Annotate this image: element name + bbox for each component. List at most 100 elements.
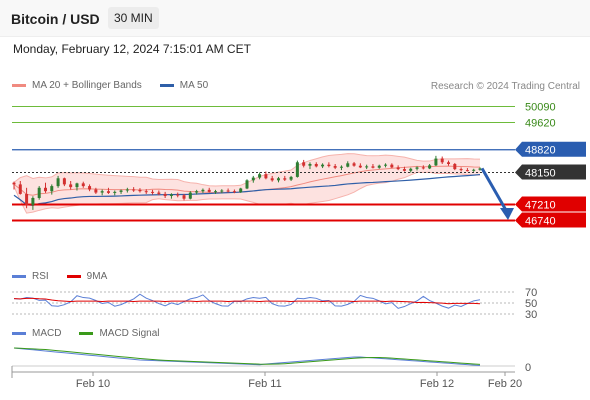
candle-body (119, 190, 123, 192)
candle-body (251, 177, 255, 181)
candle-body (415, 167, 419, 169)
interval-button[interactable]: 30 MIN (108, 7, 159, 29)
level-tag-46740 (515, 212, 586, 228)
price-legend-item: MA 20 + Bollinger Bands (12, 80, 142, 91)
price-legend-item: MA 50 (159, 80, 209, 91)
candle-body (453, 164, 457, 170)
rsi-level-label: 50 (525, 298, 537, 310)
candle-body (106, 191, 110, 193)
candle-body (472, 169, 476, 171)
candle-body (434, 158, 438, 166)
candle-body (365, 166, 369, 168)
candle-body (289, 176, 293, 180)
candle-body (226, 190, 230, 192)
x-tick-label: Feb 20 (488, 378, 522, 390)
macd-legend: MACD MACD Signal (12, 328, 177, 339)
candle-body (31, 198, 35, 205)
candle-body (201, 189, 205, 192)
rsi-legend-item: 9MA (66, 271, 107, 282)
candle-body (207, 189, 211, 192)
macd-legend-label: MACD (32, 328, 62, 339)
candle-body (459, 169, 463, 171)
candle-body (37, 187, 41, 198)
candle-body (396, 167, 400, 170)
candle-body (239, 188, 243, 193)
candle-body (346, 163, 350, 167)
candle-body (327, 164, 331, 167)
macd-legend-swatch (79, 332, 94, 335)
rsi-legend-label: RSI (32, 271, 49, 282)
candle-body (409, 168, 413, 171)
level-label-50090: 50090 (525, 102, 556, 114)
level-label-48150: 48150 (525, 168, 556, 180)
forecast-arrow-shaft (480, 167, 509, 213)
candle-body (232, 191, 236, 193)
candle-body (264, 174, 268, 179)
candle-body (169, 194, 173, 196)
rsi-legend: RSI 9MA (12, 271, 125, 282)
candle-body (421, 167, 425, 169)
candle-body (308, 164, 312, 166)
timestamp: Monday, February 12, 2024 7:15:01 AM CET (13, 42, 251, 56)
rsi-level-label: 30 (525, 309, 537, 321)
candle-body (333, 166, 337, 168)
candle-body (295, 162, 299, 177)
candle-body (314, 164, 318, 167)
macd-legend-item: MACD Signal (79, 328, 159, 339)
candle-body (75, 183, 79, 188)
candle-body (371, 166, 375, 168)
candle-body (12, 182, 16, 185)
rsi-legend-swatch (66, 275, 81, 278)
candle-body (132, 189, 136, 191)
candle-body (220, 190, 224, 192)
macd-legend-label: MACD Signal (99, 328, 160, 339)
candle-body (25, 193, 29, 205)
candle-body (195, 191, 199, 193)
candle-body (377, 165, 381, 168)
candle-body (283, 178, 287, 180)
candle-body (125, 189, 129, 191)
level-tag-47210 (515, 196, 586, 212)
rsi-ma-line (13, 297, 481, 305)
candle-body (18, 184, 22, 194)
x-tick-label: Feb 11 (248, 378, 281, 390)
macd-line (13, 347, 481, 367)
candle-body (100, 191, 104, 193)
price-legend-swatch (12, 84, 26, 87)
candle-body (465, 170, 469, 172)
macd-zero-label: 0 (525, 362, 531, 374)
x-tick-label: Feb 12 (420, 378, 454, 390)
price-legend-label: MA 50 (179, 80, 209, 91)
candle-body (258, 174, 262, 178)
candle-body (276, 178, 280, 181)
x-tick-label: Feb 10 (76, 378, 110, 390)
candle-body (390, 164, 394, 168)
credit-text: Research © 2024 Trading Central (430, 81, 580, 92)
candle-body (447, 162, 451, 164)
level-tag-48820 (515, 141, 586, 157)
candle-body (163, 193, 167, 196)
ma50-line (13, 173, 481, 206)
candle-body (214, 191, 218, 193)
candle-body (94, 189, 98, 193)
candle-body (245, 180, 249, 189)
macd-signal-line (13, 347, 481, 365)
candle-body (358, 165, 362, 168)
forecast-arrow-head (500, 208, 514, 220)
candle-body (50, 186, 54, 192)
level-label-47210: 47210 (525, 199, 556, 211)
candle-body (428, 165, 432, 169)
candle-body (440, 158, 444, 163)
candle-body (62, 178, 66, 185)
rsi-legend-item: RSI (12, 271, 49, 282)
chart-header: Bitcoin / USD 30 MIN (0, 0, 590, 37)
level-tag-48150 (515, 164, 586, 180)
candle-body (384, 164, 388, 166)
candle-body (56, 178, 60, 187)
price-legend-swatch (159, 84, 174, 87)
price-legend-label: MA 20 + Bollinger Bands (32, 80, 142, 91)
price-legend: MA 20 + Bollinger Bands MA 50 (12, 80, 226, 91)
candle-body (113, 191, 117, 193)
candle-body (352, 163, 356, 166)
